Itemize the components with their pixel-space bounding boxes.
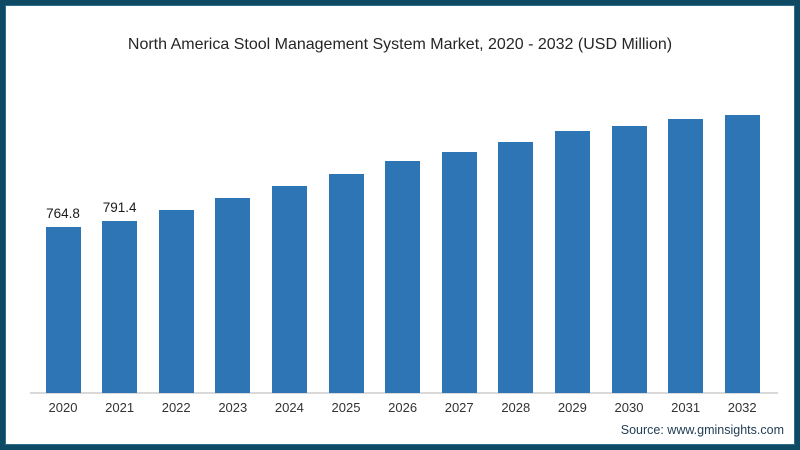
bar-2021 [102,221,138,393]
bar-2020 [45,227,81,393]
x-axis-label-2032: 2032 [727,400,757,415]
bar-2023 [215,198,251,393]
source-credit: Source: www.gminsights.com [620,423,784,437]
bar-2028 [498,142,534,393]
bar-2031 [668,119,704,393]
x-axis-label-2028: 2028 [501,400,531,415]
bar-2027 [441,152,477,393]
x-axis-label-2023: 2023 [218,400,248,415]
bar-2025 [328,174,364,393]
x-axis-label-2024: 2024 [274,400,304,415]
x-axis-label-2030: 2030 [614,400,644,415]
bar-value-label-2021: 791.4 [102,200,137,215]
bar-2032 [724,115,760,393]
x-axis-label-2022: 2022 [161,400,191,415]
bar-2022 [158,210,194,393]
x-axis-label-2029: 2029 [557,400,587,415]
bar-2030 [611,126,647,393]
x-axis-label-2031: 2031 [671,400,701,415]
x-axis-label-2020: 2020 [48,400,78,415]
x-axis-label-2025: 2025 [331,400,361,415]
bar-value-label-2020: 764.8 [46,206,80,221]
x-axis-label-2026: 2026 [388,400,418,415]
chart-title: North America Stool Management System Ma… [127,36,673,53]
x-axis-line [30,392,778,394]
bar-2024 [271,186,307,393]
x-axis-label-2021: 2021 [105,400,135,415]
bar-2029 [554,131,590,393]
bar-2026 [385,161,421,393]
x-axis-label-2027: 2027 [444,400,474,415]
